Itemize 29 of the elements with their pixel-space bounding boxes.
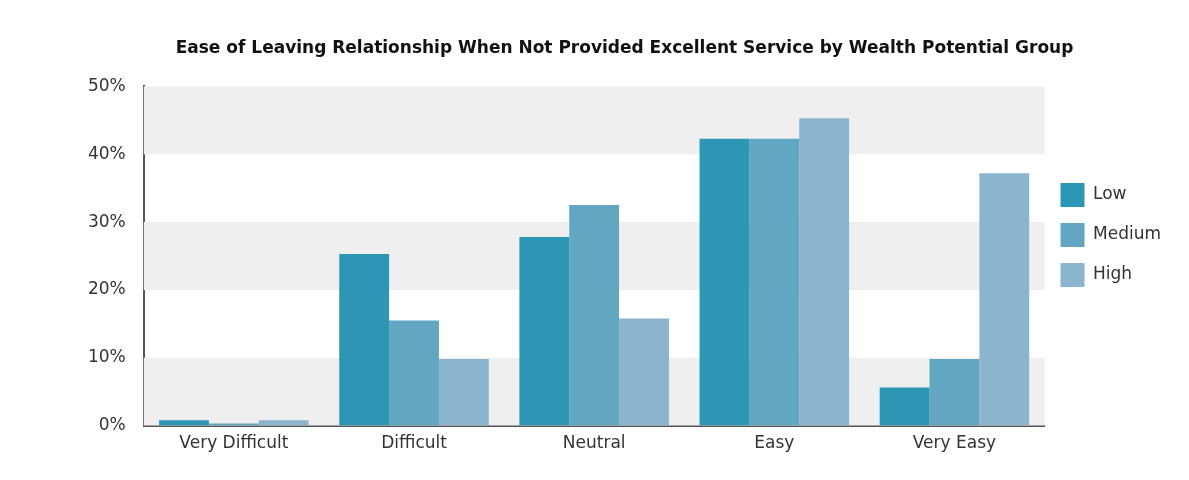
bar: [258, 420, 309, 426]
x-tick-label: Difficult: [381, 432, 448, 453]
x-tick-label: Very Difficult: [179, 432, 289, 453]
bar: [519, 237, 570, 426]
chart-title: Ease of Leaving Relationship When Not Provided Excellent Service by Wealth Potential Group: [175, 36, 1074, 57]
bar: [619, 318, 669, 426]
bar: [438, 359, 489, 426]
x-tick-label: Neutral: [562, 432, 626, 453]
y-tick-label: 30%: [87, 210, 126, 231]
y-tick-label: 0%: [98, 414, 126, 435]
bar: [339, 253, 390, 426]
bar: [389, 320, 439, 426]
bar: [929, 359, 980, 426]
legend-label: Low: [1093, 183, 1127, 204]
y-tick-label: 20%: [87, 278, 126, 299]
bar: [569, 205, 620, 426]
legend-label: Medium: [1093, 223, 1162, 244]
y-tick-label: 40%: [87, 142, 126, 163]
bar: [159, 420, 209, 426]
bar: [979, 173, 1030, 426]
bar: [879, 387, 930, 426]
bar: [749, 138, 800, 426]
y-tick-label: 10%: [87, 346, 126, 367]
bar: [799, 118, 850, 426]
x-tick-label: Very Easy: [912, 432, 997, 453]
bar: [699, 138, 750, 426]
legend-label: High: [1093, 263, 1133, 284]
y-tick-label: 50%: [87, 74, 126, 95]
x-tick-label: Easy: [754, 432, 795, 453]
